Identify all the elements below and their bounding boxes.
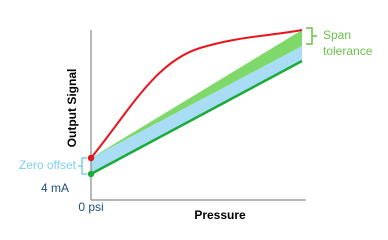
y-axis-title: Output Signal [65, 69, 79, 148]
zero-point-green [87, 170, 95, 178]
x-origin-label: 0 psi [78, 200, 103, 214]
x-axis-title: Pressure [194, 208, 246, 222]
zero-offset-band [91, 46, 302, 174]
diagram: Zero offset 4 mA 0 psi Pressure Output S… [19, 27, 373, 222]
zero-offset-bracket [78, 157, 87, 175]
span-tolerance-band [91, 30, 302, 158]
span-bracket [306, 27, 317, 45]
zero-offset-label: Zero offset [19, 158, 77, 172]
ideal-line [90, 59, 303, 176]
y-origin-label: 4 mA [41, 181, 69, 195]
span-label: Span [323, 28, 351, 42]
zero-point-red [87, 154, 95, 162]
actual-curve [90, 29, 303, 159]
span-label: tolerance [323, 44, 373, 58]
